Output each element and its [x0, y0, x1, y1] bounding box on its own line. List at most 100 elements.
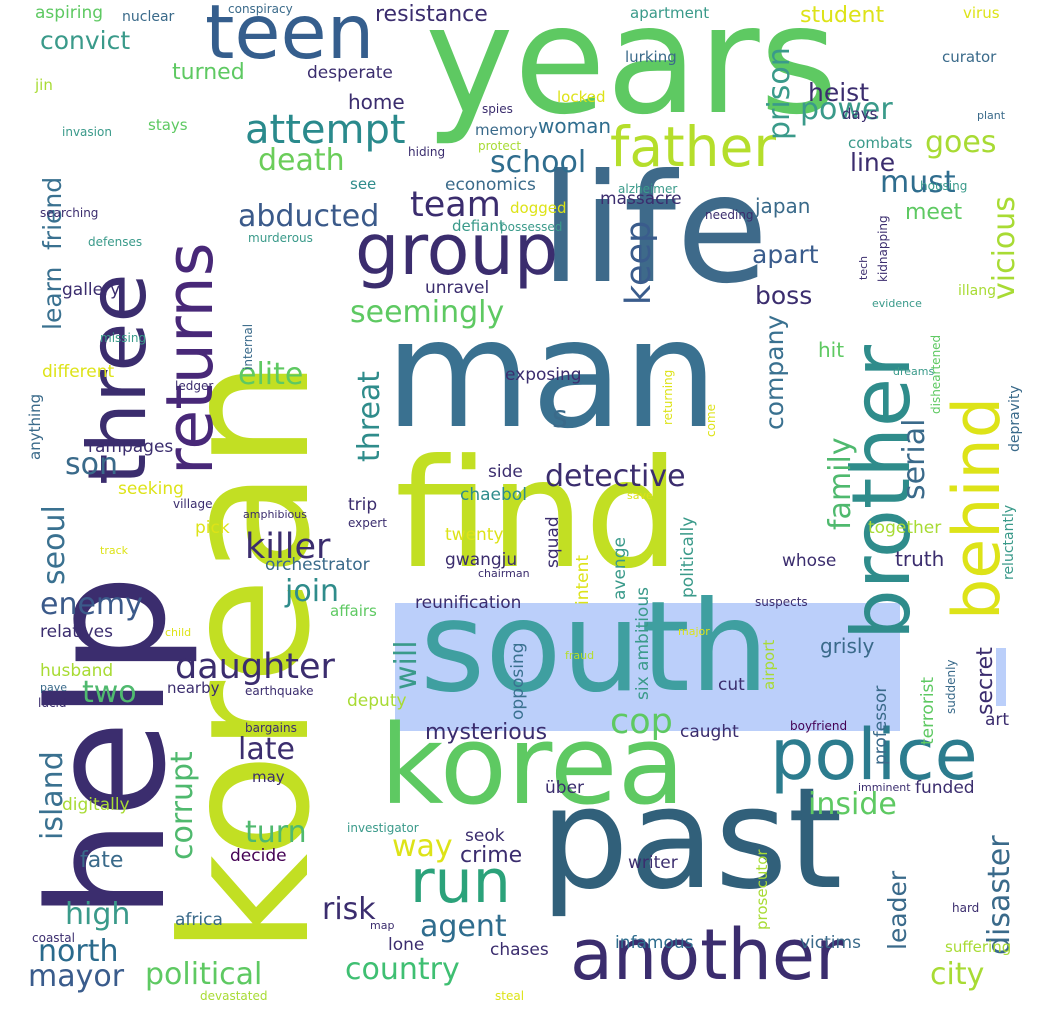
cloud-word-jin: jin — [35, 76, 53, 94]
cloud-word-truth: truth — [895, 547, 945, 571]
cloud-word-hit: hit — [818, 338, 845, 362]
cloud-word-teen: teen — [205, 0, 375, 76]
cloud-word-infamous: infamous — [615, 933, 694, 953]
cloud-word-earthquake: earthquake — [245, 684, 314, 698]
cloud-word-son: son — [65, 447, 118, 482]
cloud-word-child: child — [165, 626, 192, 639]
cloud-word-expert: expert — [348, 516, 387, 530]
cloud-word-caught: caught — [680, 722, 739, 742]
cloud-word-alzheimer: alzheimer — [618, 182, 678, 196]
cloud-word-seeking: seeking — [118, 479, 184, 499]
cloud-word-suspects: suspects — [755, 595, 808, 609]
cloud-word-murderous: murderous — [248, 231, 313, 245]
cloud-word-intent: intent — [573, 554, 593, 605]
cloud-word-goes: goes — [925, 125, 997, 160]
cloud-word-dogged: dogged — [510, 199, 567, 217]
cloud-word-illang: illang — [958, 283, 997, 299]
cloud-word-plant: plant — [977, 109, 1006, 122]
cloud-word-apart: apart — [752, 240, 819, 269]
cloud-word-coastal: coastal — [32, 931, 75, 945]
cloud-word-two: two — [82, 675, 137, 710]
cloud-word-death: death — [258, 143, 345, 178]
cloud-word-defenses: defenses — [88, 235, 143, 249]
cloud-word-deputy: deputy — [347, 691, 407, 711]
cloud-word-seemingly: seemingly — [350, 295, 505, 330]
cloud-word-killer: killer — [245, 527, 331, 567]
cloud-word-defiant: defiant — [452, 217, 505, 235]
cloud-word-suddenly: suddenly — [944, 659, 958, 714]
cloud-word-meet: meet — [905, 200, 963, 225]
cloud-word-save: save — [627, 489, 653, 502]
cloud-word-nuclear: nuclear — [122, 9, 175, 25]
cloud-word-days: days — [842, 105, 878, 123]
cloud-word-corrupt: corrupt — [165, 751, 200, 860]
cloud-word-curator: curator — [942, 48, 997, 66]
cloud-word-amphibious: amphibious — [243, 508, 307, 521]
cloud-word-imminent: imminent — [858, 781, 911, 794]
cloud-word-possessed: possessed — [500, 220, 563, 234]
cloud-word-prosecutor: prosecutor — [753, 849, 771, 930]
cloud-word-stays: stays — [148, 116, 188, 134]
cloud-word-tech: tech — [857, 255, 870, 280]
cloud-word-steal: steal — [495, 989, 525, 1003]
cloud-word-uber: über — [545, 778, 585, 798]
cloud-word-rampages: rampages — [88, 437, 174, 457]
cloud-word-major: major — [678, 625, 710, 638]
cloud-word-avenge: avenge — [610, 537, 630, 600]
cloud-word-power: power — [800, 92, 893, 127]
cloud-word-s: s — [552, 400, 568, 435]
cloud-word-prison: prison — [762, 47, 797, 140]
cloud-word-cut: cut — [718, 675, 745, 695]
cloud-word-squad: squad — [543, 516, 563, 568]
cloud-word-late: late — [238, 732, 295, 767]
cloud-word-politically: politically — [678, 516, 698, 598]
cloud-word-north: north — [38, 934, 119, 969]
cloud-word-chairman: chairman — [478, 567, 530, 580]
cloud-word-desperate: desperate — [307, 63, 393, 83]
cloud-word-evidence: evidence — [872, 297, 922, 310]
cloud-word-must: must — [880, 165, 956, 200]
cloud-word-japan: japan — [755, 194, 811, 218]
cloud-word-heist: heist — [808, 78, 869, 107]
cloud-word-seok: seok — [465, 826, 505, 846]
cloud-word-digitally: digitally — [62, 795, 130, 815]
cloud-word-see: see — [350, 175, 377, 193]
cloud-word-lucid: lucid — [38, 696, 67, 710]
cloud-word-risk: risk — [322, 892, 376, 927]
cloud-word-agent: agent — [420, 909, 507, 944]
cloud-word-man: man — [385, 288, 719, 462]
cloud-word-aspiring: aspiring — [35, 3, 104, 23]
cloud-word-abducted: abducted — [238, 199, 380, 234]
cloud-word-father: father — [610, 115, 776, 179]
cloud-word-decide: decide — [230, 846, 287, 866]
cloud-word-secret: secret — [973, 647, 998, 715]
cloud-word-mysterious: mysterious — [425, 720, 548, 745]
cloud-word-victims: victims — [800, 933, 861, 953]
cloud-word-spies: spies — [482, 102, 513, 116]
cloud-word-missing: missing — [100, 331, 147, 345]
cloud-word-company: company — [760, 314, 789, 430]
cloud-word-family: family — [823, 437, 858, 530]
cloud-word-chaebol: chaebol — [460, 485, 527, 505]
cloud-word-returning: returning — [661, 369, 675, 425]
cloud-word-orchestrator: orchestrator — [265, 555, 370, 575]
cloud-word-inside: inside — [808, 787, 897, 822]
cloud-word-past: past — [540, 758, 843, 921]
cloud-word-threat: threat — [352, 370, 387, 462]
cloud-word-lone: lone — [388, 935, 425, 955]
cloud-word-dreams: dreams — [893, 365, 935, 378]
cloud-word-line: line — [850, 148, 896, 177]
cloud-word-gwangju: gwangju — [445, 550, 518, 570]
cloud-word-art: art — [985, 710, 1010, 730]
selection-highlight — [395, 603, 900, 731]
cloud-word-invasion: invasion — [62, 125, 112, 139]
cloud-word-fraud: fraud — [565, 649, 595, 662]
cloud-word-mayor: mayor — [28, 959, 125, 994]
cloud-word-woman: woman — [538, 114, 612, 138]
cloud-word-housing: housing — [920, 179, 968, 193]
cloud-word-terrorist: terrorist — [918, 676, 938, 745]
cloud-word-turned: turned — [172, 60, 245, 85]
cloud-word-investigator: investigator — [347, 821, 419, 835]
cloud-word-twenty: twenty — [445, 525, 504, 545]
cloud-word-protect: protect — [478, 139, 522, 153]
